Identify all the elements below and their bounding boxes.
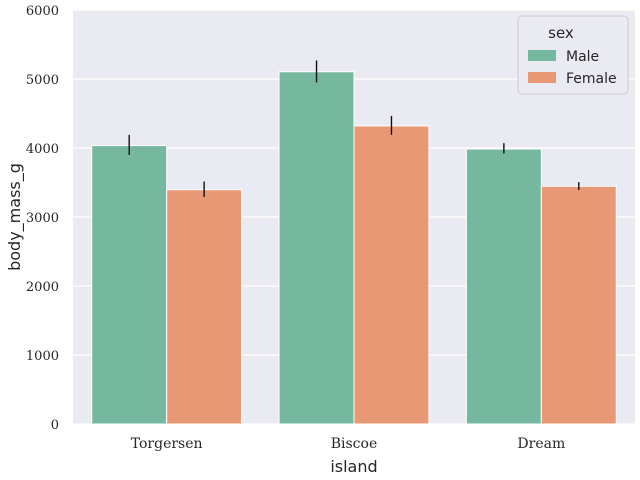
y-tick-label: 5000 [26, 73, 59, 88]
legend-swatch [528, 72, 556, 83]
bar [278, 71, 355, 425]
legend-label: Female [566, 71, 617, 87]
error-bars [128, 60, 580, 197]
y-tick-labels: 0 1000 2000 3000 4000 5000 6000 [26, 4, 59, 433]
y-tick-label: 2000 [26, 280, 59, 295]
y-tick-label: 0 [51, 418, 59, 433]
bar [91, 145, 168, 425]
legend-swatch [528, 50, 556, 61]
x-tick-label: Biscoe [331, 436, 378, 452]
x-tick-label: Torgersen [131, 436, 203, 452]
y-axis-title: body_mass_g [5, 163, 25, 271]
x-axis-title: island [330, 457, 377, 476]
y-tick-label: 1000 [26, 349, 59, 364]
x-tick-label: Dream [517, 436, 565, 452]
bar [540, 185, 617, 425]
bar [465, 148, 542, 425]
legend-title: sex [548, 24, 574, 42]
bar [353, 125, 430, 425]
bars [91, 71, 617, 425]
bar [166, 189, 243, 425]
x-tick-labels: Torgersen Biscoe Dream [131, 436, 565, 452]
legend: sex Male Female [517, 15, 629, 95]
y-tick-label: 6000 [26, 4, 59, 19]
legend-label: Male [566, 49, 599, 65]
y-tick-label: 4000 [26, 142, 59, 157]
y-tick-label: 3000 [26, 211, 59, 226]
